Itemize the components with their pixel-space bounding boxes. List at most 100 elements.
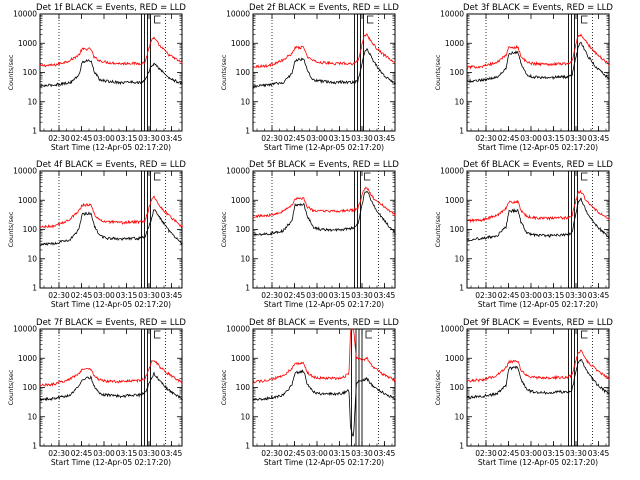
x-tick-label: 02:45 <box>498 291 520 300</box>
y-tick-label: 1000 <box>231 354 250 363</box>
plot-frame <box>466 170 610 289</box>
y-tick-label: 100 <box>236 68 251 77</box>
y-tick-label: 10000 <box>226 167 250 176</box>
x-tick-label: 03:45 <box>588 134 610 143</box>
panel-det-1f: Det 1f BLACK = Events, RED = LLD 1 10 100 10… <box>7 3 186 152</box>
x-tick-label: 03:45 <box>588 291 610 300</box>
y-tick-label: 1 <box>32 284 37 293</box>
x-tick-label: 03:30 <box>351 291 373 300</box>
y-tick-label: 10 <box>454 97 464 106</box>
series-lld-line <box>39 36 183 68</box>
series-lld-line <box>252 186 396 219</box>
x-tick-label: 02:30 <box>48 449 70 458</box>
panel-title: Det 7f BLACK = Events, RED = LLD <box>36 318 186 328</box>
x-tick-label: 03:30 <box>138 134 160 143</box>
x-tick-label: 03:00 <box>306 449 328 458</box>
x-axis-label: Start Time (12-Apr-05 02:17:20) <box>264 300 384 309</box>
plot-frame <box>39 170 183 289</box>
y-axis-label: Counts/sec <box>434 211 442 247</box>
y-tick-label: 1 <box>32 127 37 136</box>
x-tick-label: 02:30 <box>48 291 70 300</box>
y-tick-label: 10000 <box>440 167 464 176</box>
series-events-line <box>466 197 610 242</box>
panel-title: Det 5f BLACK = Events, RED = LLD <box>249 160 399 170</box>
x-tick-label: 03:30 <box>138 291 160 300</box>
x-tick-label: 02:45 <box>498 449 520 458</box>
x-tick-label: 03:45 <box>374 449 396 458</box>
y-tick-label: 10000 <box>440 325 464 334</box>
y-tick-label: 1 <box>459 442 464 451</box>
x-tick-label: 03:15 <box>543 134 565 143</box>
x-tick-label: 02:30 <box>475 291 497 300</box>
series-events-line <box>39 209 183 246</box>
y-tick-label: 10000 <box>13 10 37 19</box>
y-tick-label: 1000 <box>18 39 37 48</box>
plot-frame <box>252 13 396 132</box>
x-tick-label: 02:30 <box>261 134 283 143</box>
plot-frame <box>252 328 396 447</box>
x-tick-label: 03:30 <box>565 449 587 458</box>
series-lld-line <box>252 33 396 69</box>
y-tick-label: 100 <box>236 383 251 392</box>
x-tick-label: 03:30 <box>351 134 373 143</box>
x-tick-label: 02:45 <box>284 449 306 458</box>
x-tick-label: 02:45 <box>71 291 93 300</box>
panel-title: Det 2f BLACK = Events, RED = LLD <box>249 3 399 13</box>
interval-bracket <box>364 172 371 181</box>
interval-bracket <box>581 330 588 339</box>
y-tick-label: 100 <box>23 225 38 234</box>
plot-frame <box>39 328 183 447</box>
series-lld-line <box>252 328 396 384</box>
interval-bracket <box>365 330 372 339</box>
x-tick-label: 02:30 <box>261 449 283 458</box>
y-axis-label: Counts/sec <box>7 211 15 247</box>
plot-frame <box>39 13 183 132</box>
panel-title: Det 3f BLACK = Events, RED = LLD <box>463 3 613 13</box>
y-axis-label: Counts/sec <box>434 369 442 405</box>
plot-frame <box>466 328 610 447</box>
panel-det-9f: Det 9f BLACK = Events, RED = LLD 1 10 100 10… <box>434 318 613 467</box>
x-tick-label: 03:00 <box>93 449 115 458</box>
x-tick-label: 03:00 <box>306 291 328 300</box>
y-tick-label: 100 <box>236 225 251 234</box>
y-tick-label: 10 <box>454 254 464 263</box>
y-tick-label: 100 <box>23 68 38 77</box>
x-tick-label: 03:30 <box>138 449 160 458</box>
x-tick-label: 02:30 <box>261 291 283 300</box>
x-tick-label: 03:30 <box>565 291 587 300</box>
series-lld-line <box>39 195 183 229</box>
x-tick-label: 03:00 <box>93 291 115 300</box>
series-lld-line <box>39 360 183 387</box>
y-tick-label: 10 <box>27 97 37 106</box>
y-tick-label: 1 <box>245 127 250 136</box>
y-tick-label: 100 <box>450 383 465 392</box>
interval-bracket <box>154 330 161 339</box>
x-tick-label: 03:00 <box>520 291 542 300</box>
y-axis-label: Counts/sec <box>220 54 228 90</box>
x-axis-label: Start Time (12-Apr-05 02:17:20) <box>51 300 171 309</box>
x-axis-label: Start Time (12-Apr-05 02:17:20) <box>264 143 384 152</box>
y-tick-label: 10 <box>240 254 250 263</box>
panel-det-3f: Det 3f BLACK = Events, RED = LLD 1 10 100 10… <box>434 3 613 152</box>
x-tick-label: 03:15 <box>543 291 565 300</box>
y-tick-label: 10000 <box>13 325 37 334</box>
y-tick-label: 10000 <box>440 10 464 19</box>
y-tick-label: 10000 <box>13 167 37 176</box>
x-axis-label: Start Time (12-Apr-05 02:17:20) <box>51 458 171 467</box>
y-tick-label: 1 <box>459 284 464 293</box>
y-tick-label: 1000 <box>18 196 37 205</box>
x-tick-label: 02:45 <box>71 449 93 458</box>
panel-title: Det 4f BLACK = Events, RED = LLD <box>36 160 186 170</box>
interval-bracket <box>367 15 374 24</box>
series-events-line <box>466 358 610 400</box>
y-tick-label: 1000 <box>231 196 250 205</box>
panel-det-8f: Det 8f BLACK = Events, RED = LLD 1 10 100 10… <box>220 318 399 467</box>
y-tick-label: 1000 <box>445 196 464 205</box>
panel-title: Det 8f BLACK = Events, RED = LLD <box>249 318 399 328</box>
y-tick-label: 1000 <box>18 354 37 363</box>
series-lld-line <box>466 33 610 70</box>
x-tick-label: 03:30 <box>351 449 373 458</box>
y-axis-label: Counts/sec <box>434 54 442 90</box>
y-axis-label: Counts/sec <box>7 369 15 405</box>
